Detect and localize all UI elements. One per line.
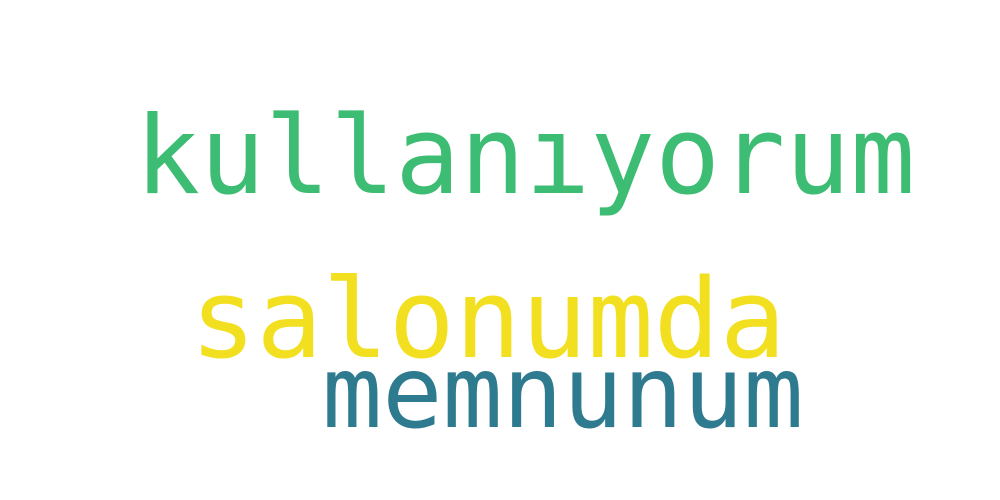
word-kullaniyorum: kullanıyorum: [135, 94, 916, 219]
word-salonumda: salonumda: [190, 255, 787, 383]
word-memnunum: memnunum: [322, 334, 804, 451]
